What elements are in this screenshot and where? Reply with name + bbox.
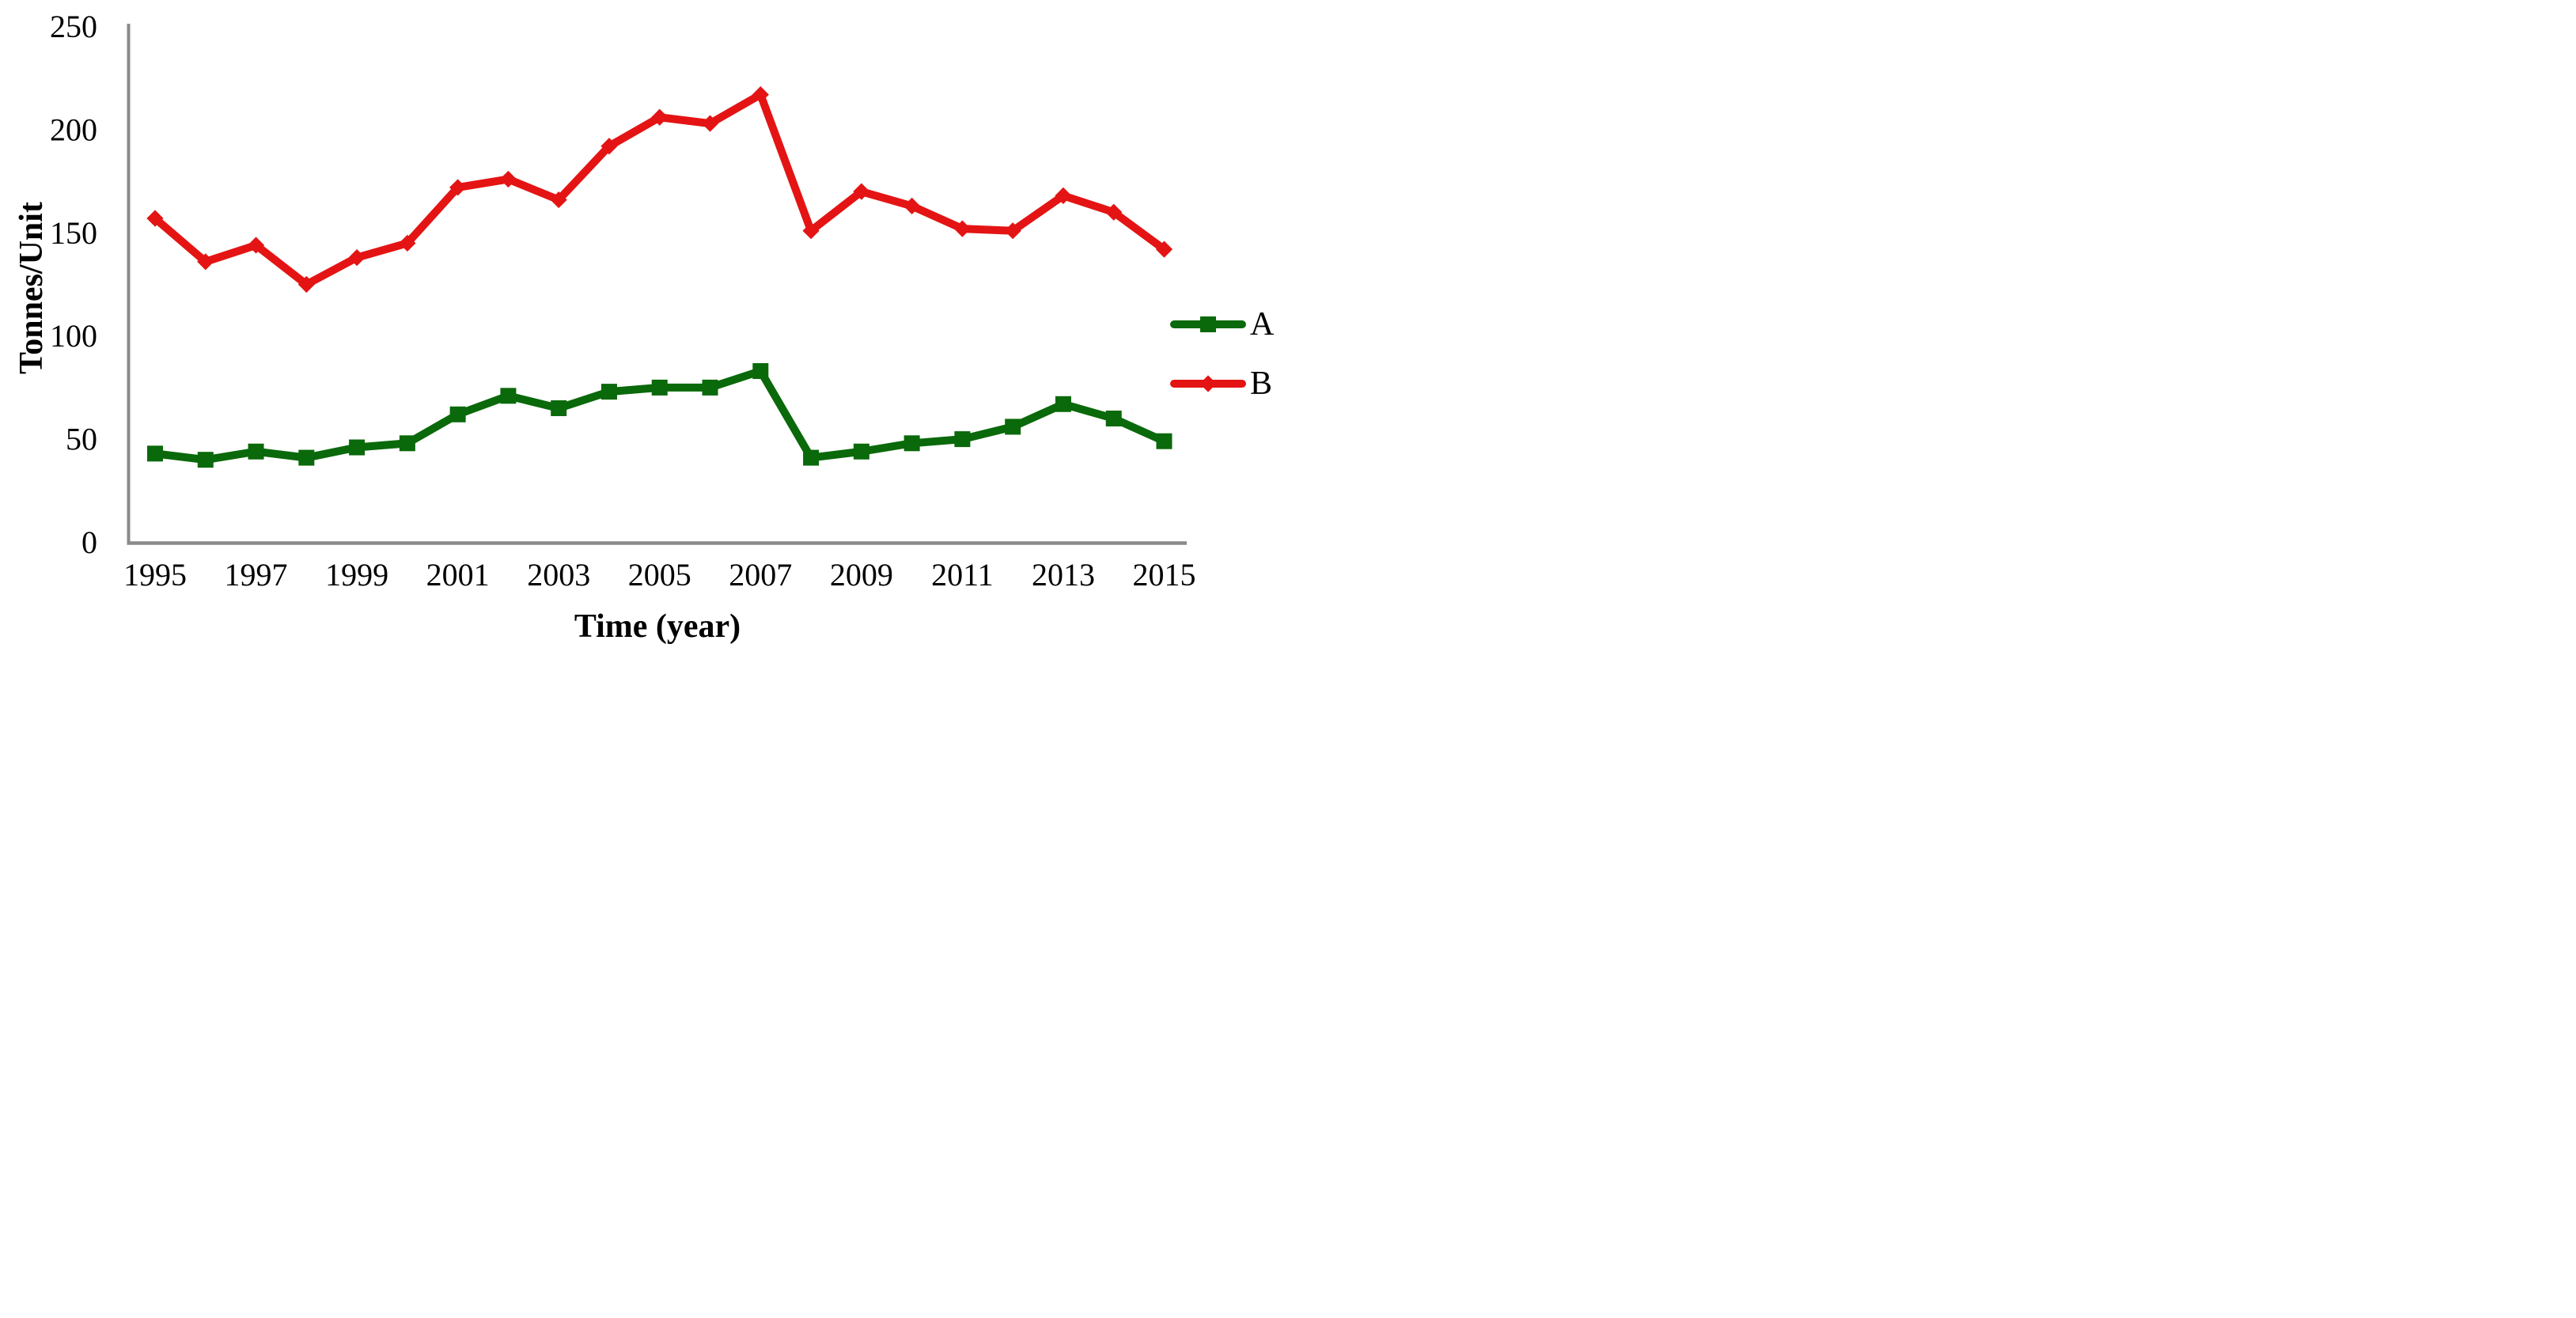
- x-tick-label: 2003: [527, 557, 590, 593]
- series-a-marker: [551, 400, 567, 416]
- x-tick-label: 1995: [123, 557, 187, 593]
- series-a-marker: [399, 435, 415, 452]
- series-b-marker: [499, 170, 517, 188]
- figure: 0 50 100 150 200 250 1995 1997 1999 2001 2003 2005 2…: [0, 0, 1288, 659]
- series-a-marker: [702, 379, 718, 396]
- x-axis-title: Time (year): [574, 608, 741, 645]
- series-a-marker: [1055, 396, 1071, 412]
- series-b-marker: [752, 85, 769, 104]
- series-a-marker: [1105, 411, 1122, 427]
- series-a-marker: [651, 379, 668, 396]
- x-tick-label: 2011: [931, 557, 994, 593]
- series-a-marker: [197, 452, 214, 468]
- x-tick-label: 2013: [1032, 557, 1095, 593]
- legend-label-b: B: [1250, 365, 1272, 402]
- series-a-marker: [752, 363, 769, 380]
- series-a-marker: [147, 445, 163, 462]
- series-b-marker: [701, 115, 719, 132]
- x-tick-label: 2007: [729, 557, 792, 593]
- y-tick-label: 50: [66, 422, 97, 457]
- series-b-marker: [600, 138, 618, 155]
- series-a-marker: [600, 384, 617, 400]
- series-a-marker: [500, 388, 517, 404]
- legend-marker-a: [1200, 316, 1216, 332]
- y-axis-title: Tonnes/Unit: [13, 202, 50, 374]
- series-a-marker: [248, 443, 264, 460]
- y-tick-label: 100: [50, 318, 97, 354]
- series-a-marker: [349, 439, 366, 456]
- legend-marker-b: [1199, 375, 1217, 392]
- line-chart: 0 50 100 150 200 250 1995 1997 1999 2001 2003 2005 2…: [50, 9, 1275, 593]
- x-tick-label: 1997: [225, 557, 288, 593]
- series-a-marker: [853, 443, 869, 460]
- x-tick-label: 2009: [830, 557, 893, 593]
- series-b-marker: [550, 191, 567, 209]
- series-b-marker: [651, 108, 669, 126]
- legend-label-a: A: [1250, 306, 1275, 343]
- series-b-marker: [449, 179, 467, 196]
- series-a-marker: [803, 449, 820, 466]
- x-tick-label: 2005: [628, 557, 691, 593]
- series-a-marker: [903, 435, 920, 452]
- y-tick-label: 150: [50, 215, 97, 251]
- series-a-marker: [298, 449, 315, 466]
- series-a-marker: [954, 431, 971, 448]
- y-tick-label: 0: [81, 525, 97, 560]
- x-tick-label: 1999: [325, 557, 388, 593]
- series-a-marker: [1005, 419, 1021, 435]
- series-a-marker: [449, 406, 466, 422]
- series-a-marker: [1156, 433, 1172, 449]
- y-tick-label: 250: [50, 9, 97, 44]
- x-tick-label: 2001: [426, 557, 490, 593]
- x-tick-label: 2015: [1133, 557, 1196, 593]
- y-tick-label: 200: [50, 112, 97, 147]
